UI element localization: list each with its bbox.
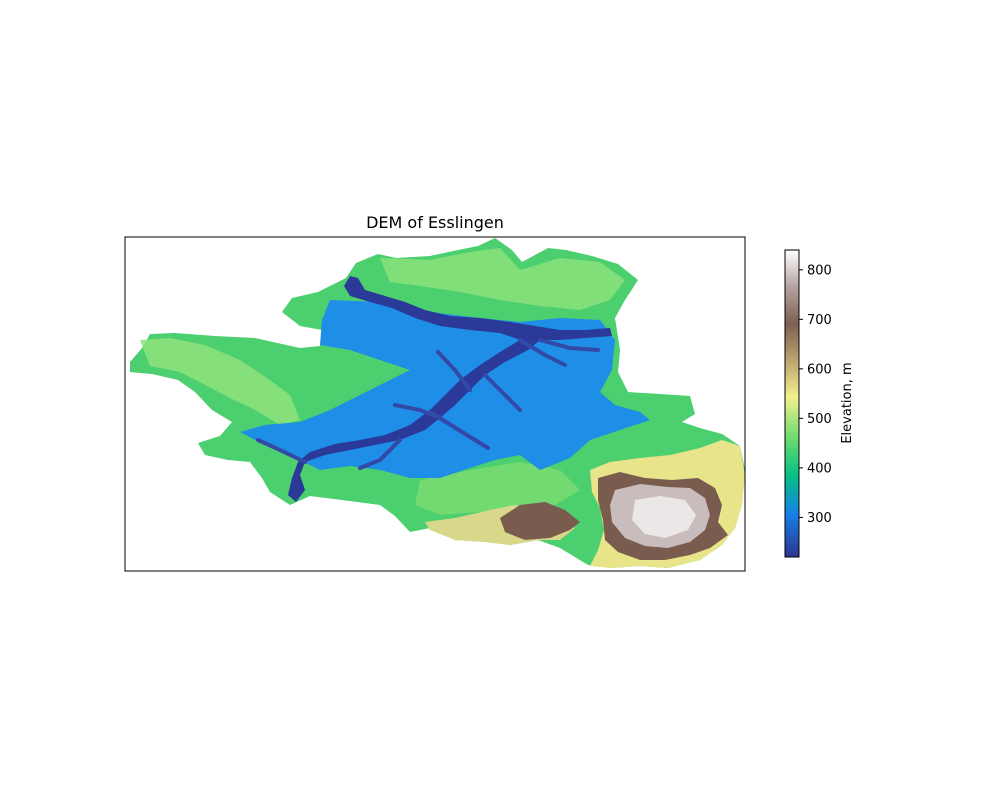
colorbar-tick-label: 800 <box>807 263 832 278</box>
dem-map <box>130 238 745 568</box>
map-zone-summit-peak <box>632 496 696 538</box>
map-tributaries <box>256 338 600 470</box>
colorbar: 300 400 500 600 700 800 Elevation, m <box>784 249 855 558</box>
axes-frame <box>124 236 746 572</box>
map-zone-upper-plateau-north <box>380 248 625 310</box>
chart-title: DEM of Esslingen <box>366 213 504 232</box>
colorbar-tick-label: 300 <box>807 511 832 526</box>
map-zone-upper-plateau-west <box>140 338 300 425</box>
colorbar-label: Elevation, m <box>840 362 855 443</box>
colorbar-gradient <box>784 249 800 558</box>
colorbar-tick-label: 700 <box>807 313 832 328</box>
map-zone-southern-uplands <box>500 502 580 540</box>
colorbar-tick-label: 500 <box>807 412 832 427</box>
map-zone-upper-plateau-south <box>415 462 580 515</box>
colorbar-ticks: 300 400 500 600 700 800 <box>799 263 832 526</box>
colorbar-tick-label: 600 <box>807 362 832 377</box>
map-zone-valley-slopes <box>240 300 650 478</box>
map-zone-river-valley <box>288 276 612 502</box>
colorbar-tick-label: 400 <box>807 461 832 476</box>
